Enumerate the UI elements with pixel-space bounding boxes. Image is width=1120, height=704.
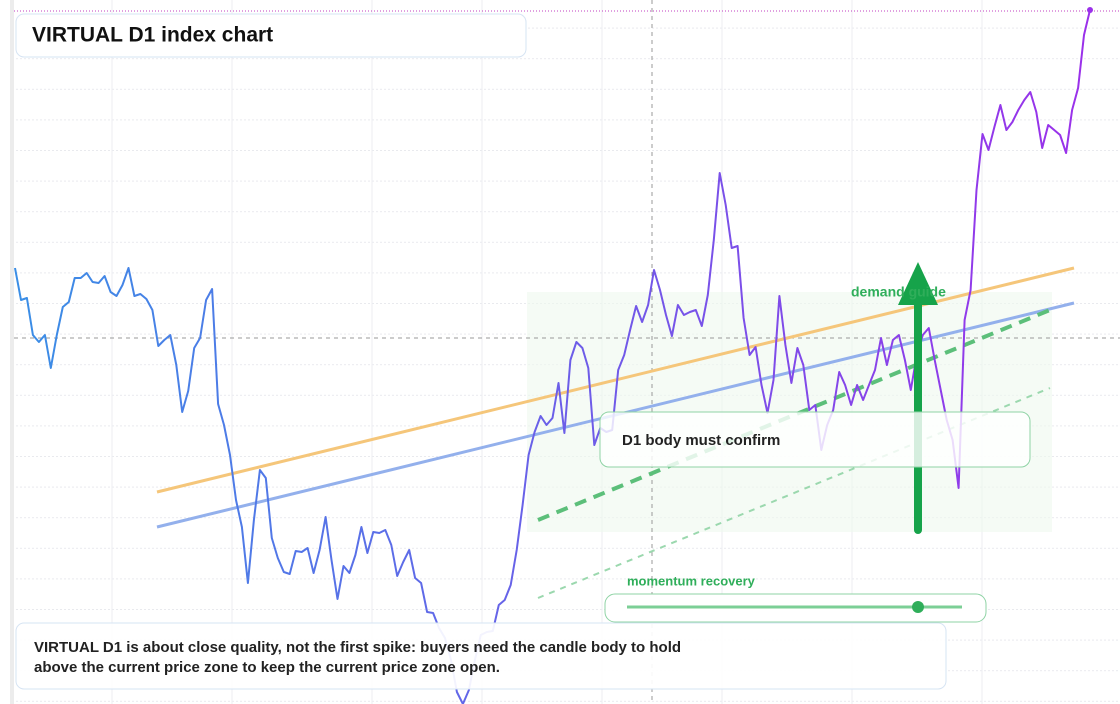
last-point <box>1087 7 1093 13</box>
price-line-series <box>14 9 1091 704</box>
series <box>14 7 1093 704</box>
confirm-label: D1 body must confirm <box>622 432 780 449</box>
momentum-knob <box>912 601 924 613</box>
arrow-head <box>898 262 938 305</box>
momentum-label: momentum recovery <box>627 573 756 588</box>
note-line: VIRTUAL D1 is about close quality, not t… <box>34 639 681 656</box>
note-line: above the current price zone to keep the… <box>34 659 500 676</box>
note-box <box>15 622 947 690</box>
confirm-box <box>599 411 1031 468</box>
left-edge <box>10 0 14 704</box>
chart-title: VIRTUAL D1 index chart <box>32 24 273 47</box>
zone-label: demand guide <box>851 284 946 300</box>
title-box <box>15 13 527 58</box>
